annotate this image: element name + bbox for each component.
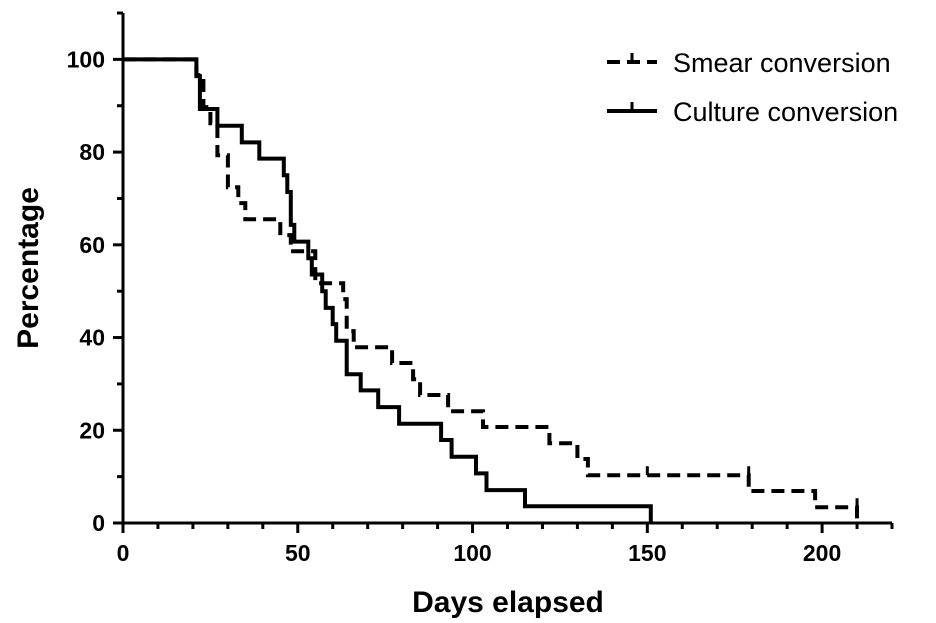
y-tick-label: 100 <box>67 46 105 72</box>
x-tick-label: 150 <box>628 540 666 566</box>
series-line-2 <box>123 57 653 523</box>
x-tick-label: 0 <box>117 540 130 566</box>
x-axis-title: Days elapsed <box>412 586 604 618</box>
y-tick-label: 20 <box>79 417 105 443</box>
series-line-1 <box>123 57 859 523</box>
y-tick-label: 0 <box>92 510 105 536</box>
x-tick-label: 50 <box>285 540 311 566</box>
legend: Smear conversion Culture conversion <box>607 48 898 127</box>
y-tick-label: 40 <box>79 325 105 351</box>
y-tick-label: 60 <box>79 232 105 258</box>
axes-layer: 0 20 40 60 80 100 0 50 100 150 200 <box>67 11 894 566</box>
legend-label-1: Smear conversion <box>673 48 891 78</box>
labels-layer: Days elapsed Percentage <box>12 187 604 619</box>
x-tick-label: 100 <box>453 540 491 566</box>
x-tick-label: 200 <box>803 540 841 566</box>
series-layer <box>123 57 859 523</box>
y-tick-label: 80 <box>79 139 105 165</box>
y-axis-title: Percentage <box>12 187 45 349</box>
legend-label-2: Culture conversion <box>673 97 898 127</box>
